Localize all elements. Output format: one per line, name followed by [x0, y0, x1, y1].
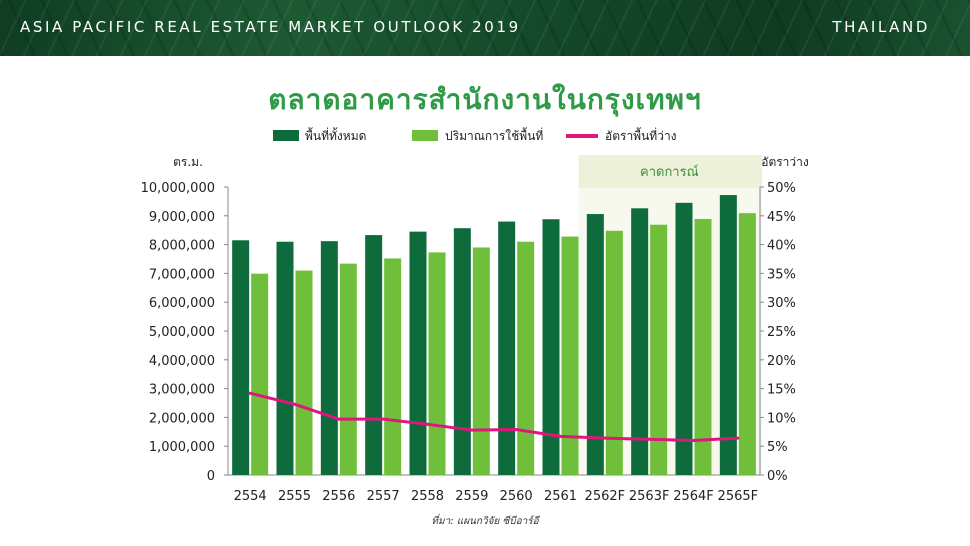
x-tick-label: 2556 [322, 489, 355, 504]
y-tick-label: 8,000,000 [149, 239, 215, 254]
vacancy-point [692, 438, 695, 442]
legend-label-vacancy: อัตราพื้นที่ว่าง [605, 127, 677, 143]
legend-swatch-occupied [412, 130, 438, 141]
x-tick-label: 2559 [455, 489, 488, 504]
country-label: THAILAND [832, 18, 930, 36]
vacancy-point [559, 434, 562, 438]
bar-occupied [251, 273, 269, 475]
x-tick-label: 2562F [585, 489, 626, 504]
y2-tick-label: 5% [767, 440, 788, 455]
x-tick-label: 2554 [234, 489, 267, 504]
legend-swatch-total [273, 130, 299, 141]
y-tick-label: 9,000,000 [149, 210, 215, 225]
chart-title: ตลาดอาคารสำนักงานในกรุงเทพฯ [268, 83, 702, 116]
y2-tick-label: 0% [767, 469, 788, 484]
bar-total-supply [586, 214, 604, 475]
vacancy-point [426, 422, 429, 426]
bar-total-supply [675, 202, 693, 475]
y-tick-label: 0 [207, 469, 215, 484]
bar-occupied [694, 218, 712, 475]
y2-tick-label: 25% [767, 325, 796, 340]
x-tick-label: 2565F [718, 489, 759, 504]
y2-tick-label: 15% [767, 383, 796, 398]
y-tick-label: 3,000,000 [149, 383, 215, 398]
vacancy-point [337, 417, 341, 421]
legend-label-total: พื้นที่ทั้งหมด [305, 127, 366, 143]
forecast-band-header [578, 155, 762, 188]
bar-total-supply [631, 208, 649, 475]
y-tick-label: 1,000,000 [149, 440, 215, 455]
y-tick-label: 4,000,000 [149, 354, 215, 369]
bar-occupied [472, 247, 490, 475]
bar-occupied [517, 241, 535, 475]
y2-tick-label: 45% [767, 210, 796, 225]
source-note: ที่มา: แผนกวิจัย ซีบีอาร์อี [431, 516, 539, 527]
vacancy-point [248, 391, 252, 395]
x-tick-label: 2563F [629, 489, 670, 504]
legend-label-occupied: ปริมาณการใช้พื้นที่ [445, 127, 543, 143]
bar-total-supply [409, 231, 427, 475]
report-title: ASIA PACIFIC REAL ESTATE MARKET OUTLOOK … [20, 18, 521, 36]
y-tick-label: 7,000,000 [149, 267, 215, 282]
y2-tick-label: 10% [767, 411, 796, 426]
y-tick-label: 10,000,000 [141, 181, 215, 196]
y-axis-label: ตร.ม. [173, 155, 203, 169]
bar-total-supply [365, 235, 383, 475]
y2-axis-label: อัตราว่าง [761, 155, 809, 169]
y2-tick-label: 35% [767, 267, 796, 282]
x-tick-label: 2561 [544, 489, 577, 504]
bar-occupied [295, 270, 313, 475]
y-tick-label: 6,000,000 [149, 296, 215, 311]
vacancy-point [381, 417, 385, 421]
vacancy-point [736, 436, 740, 440]
bar-occupied [738, 213, 756, 475]
bar-total-supply [719, 195, 737, 475]
bar-total-supply [542, 219, 560, 475]
forecast-label: คาดการณ์ [640, 164, 699, 180]
bar-occupied [339, 263, 357, 475]
y2-tick-label: 40% [767, 239, 796, 254]
x-tick-label: 2560 [500, 489, 533, 504]
x-tick-label: 2555 [278, 489, 311, 504]
bar-occupied [605, 230, 623, 475]
bar-total-supply [498, 221, 516, 475]
vacancy-point [470, 428, 474, 432]
y-tick-label: 2,000,000 [149, 411, 215, 426]
y-tick-label: 5,000,000 [149, 325, 215, 340]
vacancy-point [293, 402, 296, 406]
x-tick-label: 2557 [367, 489, 400, 504]
vacancy-point [603, 436, 607, 440]
vacancy-point [647, 437, 651, 441]
y2-tick-label: 30% [767, 296, 796, 311]
vacancy-rate-line [249, 391, 738, 442]
bar-occupied [428, 252, 446, 475]
y2-tick-label: 20% [767, 354, 796, 369]
bar-total-supply [276, 241, 294, 475]
vacancy-point [514, 427, 518, 431]
y2-tick-label: 50% [767, 181, 796, 196]
bar-occupied [650, 224, 668, 475]
bar-total-supply [320, 241, 338, 475]
x-tick-label: 2564F [673, 489, 714, 504]
bar-total-supply [453, 228, 471, 475]
x-tick-label: 2558 [411, 489, 444, 504]
bar-occupied [561, 236, 579, 475]
bar-occupied [384, 258, 402, 475]
bar-total-supply [232, 240, 250, 475]
header-banner: ASIA PACIFIC REAL ESTATE MARKET OUTLOOK … [0, 0, 970, 56]
